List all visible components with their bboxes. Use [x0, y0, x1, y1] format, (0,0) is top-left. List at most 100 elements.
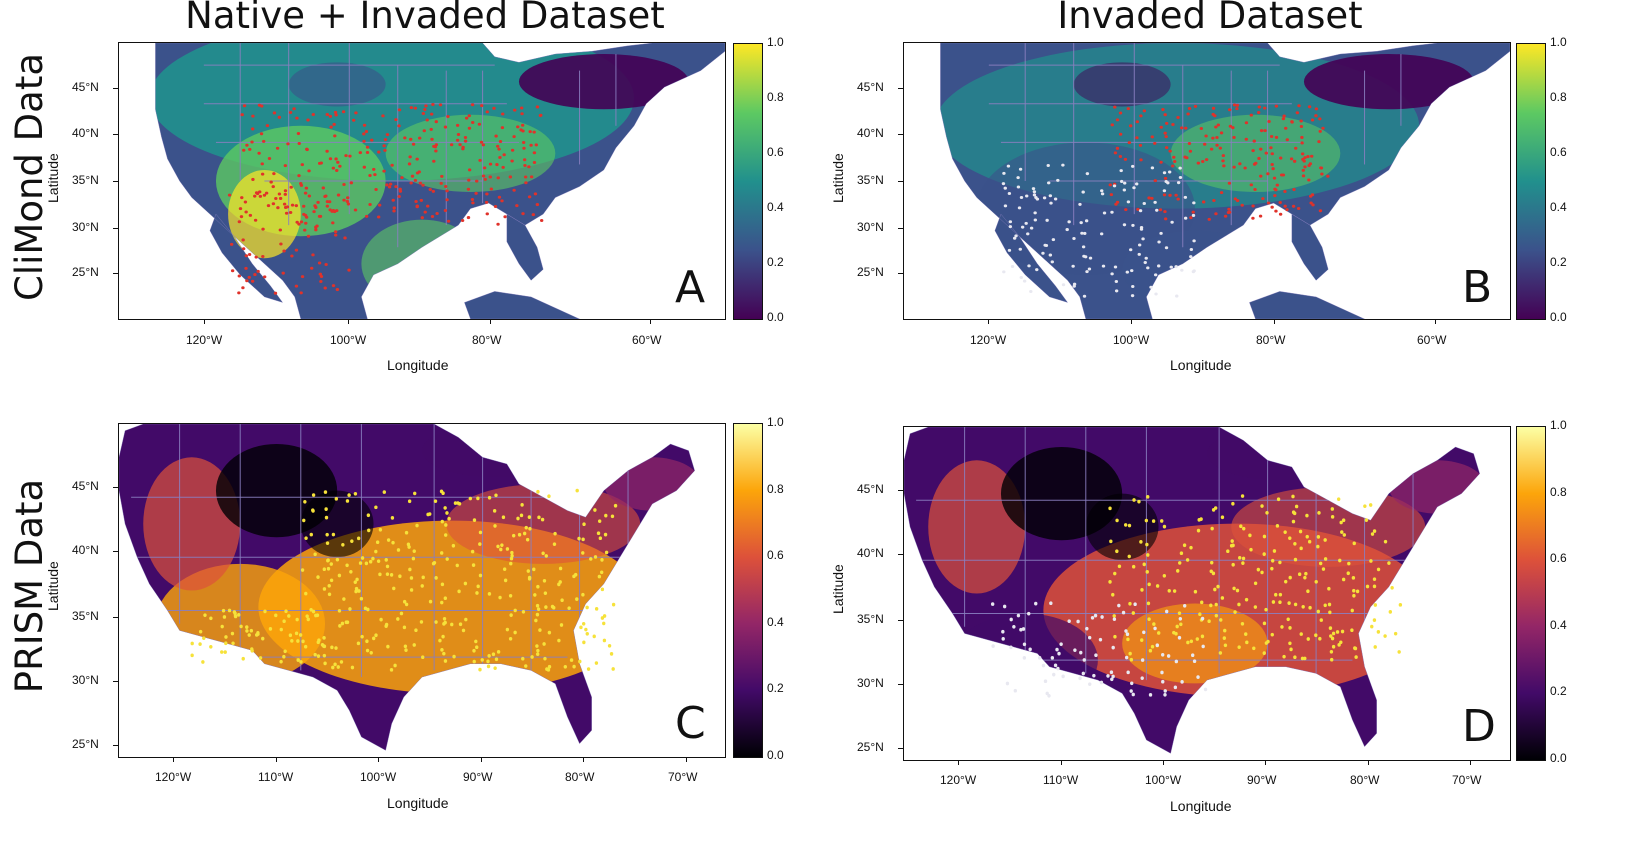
occurrence-point	[1185, 558, 1190, 562]
occurrence-point	[1174, 265, 1178, 269]
occurrence-point	[1314, 107, 1319, 111]
occurrence-point	[325, 149, 329, 153]
occurrence-point	[296, 639, 300, 643]
occurrence-point	[1159, 231, 1163, 235]
occurrence-point	[1110, 677, 1114, 682]
occurrence-point	[509, 561, 513, 566]
occurrence-point	[1340, 629, 1345, 634]
occurrence-point	[1126, 107, 1130, 111]
occurrence-point	[303, 191, 308, 195]
occurrence-point	[539, 218, 544, 223]
occurrence-point	[1001, 629, 1005, 634]
occurrence-point	[247, 252, 252, 257]
occurrence-point	[421, 655, 425, 660]
occurrence-point	[342, 597, 346, 601]
occurrence-point	[509, 556, 514, 561]
occurrence-point	[302, 204, 306, 208]
occurrence-point	[597, 574, 602, 579]
occurrence-point	[1222, 636, 1227, 640]
occurrence-point	[1244, 597, 1249, 602]
occurrence-point	[376, 215, 381, 219]
occurrence-point	[1099, 680, 1104, 685]
occurrence-point	[500, 199, 504, 203]
occurrence-point	[1084, 219, 1089, 223]
occurrence-point	[318, 214, 323, 218]
occurrence-point	[501, 515, 506, 520]
occurrence-point	[1284, 579, 1288, 584]
occurrence-point	[1098, 637, 1103, 642]
occurrence-point	[482, 166, 487, 170]
occurrence-point	[1203, 142, 1207, 146]
occurrence-point	[1130, 269, 1134, 273]
occurrence-point	[369, 650, 373, 655]
occurrence-point	[440, 600, 444, 605]
occurrence-point	[487, 495, 492, 500]
occurrence-point	[1071, 264, 1075, 268]
occurrence-point	[1252, 646, 1256, 651]
occurrence-point	[1278, 212, 1283, 216]
occurrence-point	[230, 269, 235, 273]
occurrence-point	[389, 667, 394, 672]
occurrence-point	[470, 197, 475, 201]
occurrence-point	[374, 633, 378, 638]
occurrence-point	[306, 617, 310, 622]
occurrence-point	[1201, 200, 1206, 204]
occurrence-point	[1182, 543, 1187, 548]
occurrence-point	[1199, 517, 1203, 521]
occurrence-point	[516, 516, 520, 521]
occurrence-point	[1155, 208, 1159, 212]
occurrence-point	[1301, 174, 1306, 178]
occurrence-point	[410, 174, 415, 178]
occurrence-point	[521, 656, 525, 661]
occurrence-point	[383, 148, 387, 152]
occurrence-point	[1163, 113, 1167, 117]
occurrence-point	[1291, 204, 1296, 208]
occurrence-point	[294, 284, 299, 288]
occurrence-point	[470, 549, 475, 554]
occurrence-point	[244, 254, 249, 258]
occurrence-point	[1140, 676, 1144, 680]
occurrence-point	[1310, 154, 1314, 158]
occurrence-point	[1131, 223, 1135, 227]
occurrence-point	[560, 598, 564, 603]
occurrence-point	[582, 640, 586, 645]
occurrence-point	[326, 566, 331, 571]
occurrence-point	[1244, 632, 1248, 636]
occurrence-point	[390, 163, 394, 167]
occurrence-point	[1383, 539, 1388, 544]
occurrence-point	[348, 607, 352, 611]
occurrence-point	[1308, 162, 1313, 166]
occurrence-point	[1318, 209, 1323, 213]
occurrence-point	[353, 208, 358, 212]
occurrence-point	[1164, 135, 1168, 139]
occurrence-point	[1132, 186, 1136, 190]
occurrence-point	[322, 587, 327, 591]
occurrence-point	[1200, 616, 1205, 621]
occurrence-point	[1300, 135, 1304, 139]
occurrence-point	[230, 631, 235, 636]
occurrence-point	[1050, 656, 1055, 660]
occurrence-point	[1083, 231, 1087, 235]
occurrence-point	[327, 583, 331, 588]
occurrence-point	[472, 518, 477, 522]
occurrence-point	[1138, 143, 1143, 147]
map-canvas	[119, 43, 725, 319]
x-tick-mark	[1435, 319, 1436, 324]
occurrence-point	[434, 576, 438, 580]
occurrence-point	[425, 204, 430, 208]
occurrence-point	[245, 625, 249, 629]
occurrence-point	[510, 148, 515, 152]
occurrence-point	[399, 611, 404, 616]
occurrence-point	[1280, 625, 1284, 629]
occurrence-point	[1320, 172, 1324, 176]
occurrence-point	[596, 531, 601, 536]
occurrence-point	[1274, 592, 1278, 597]
occurrence-point	[1353, 646, 1357, 650]
occurrence-point	[1283, 530, 1287, 534]
occurrence-point	[413, 106, 418, 110]
occurrence-point	[1165, 609, 1169, 614]
occurrence-point	[423, 108, 427, 112]
occurrence-point	[1115, 118, 1120, 122]
occurrence-point	[1048, 194, 1053, 198]
occurrence-point	[309, 532, 313, 537]
